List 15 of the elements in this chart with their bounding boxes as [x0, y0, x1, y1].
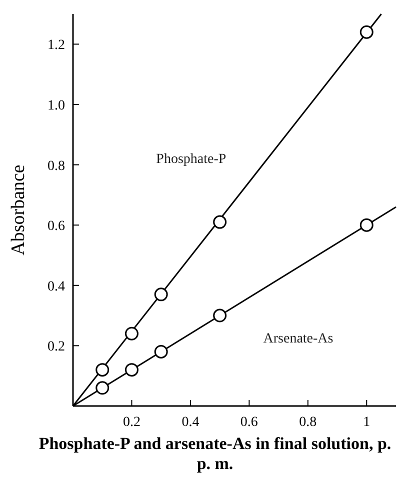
text: Arsenate-As	[263, 332, 334, 347]
x-tick-label: 0.8	[299, 415, 317, 430]
x-tick-label: 0.6	[240, 415, 258, 430]
series-label: Phosphate-P	[156, 152, 226, 167]
y-axis-title: Absorbance	[8, 164, 29, 256]
x-tick-label: 0.4	[182, 415, 200, 430]
y-tick-label: 0.8	[48, 158, 65, 174]
y-tick-label: 0.4	[48, 279, 65, 294]
x-tick-label: 1	[363, 415, 370, 430]
y-tick-label: 0.2	[48, 340, 65, 355]
x-axis-title: Phosphate-P and arsenate-As in final solution, p. p. m.	[38, 434, 392, 474]
x-tick-label: 0.2	[122, 415, 140, 430]
y-tick-label: 1.0	[48, 98, 65, 114]
y-tick-label: 0.6	[48, 219, 65, 234]
y-tick-label: 1.2	[48, 38, 65, 54]
